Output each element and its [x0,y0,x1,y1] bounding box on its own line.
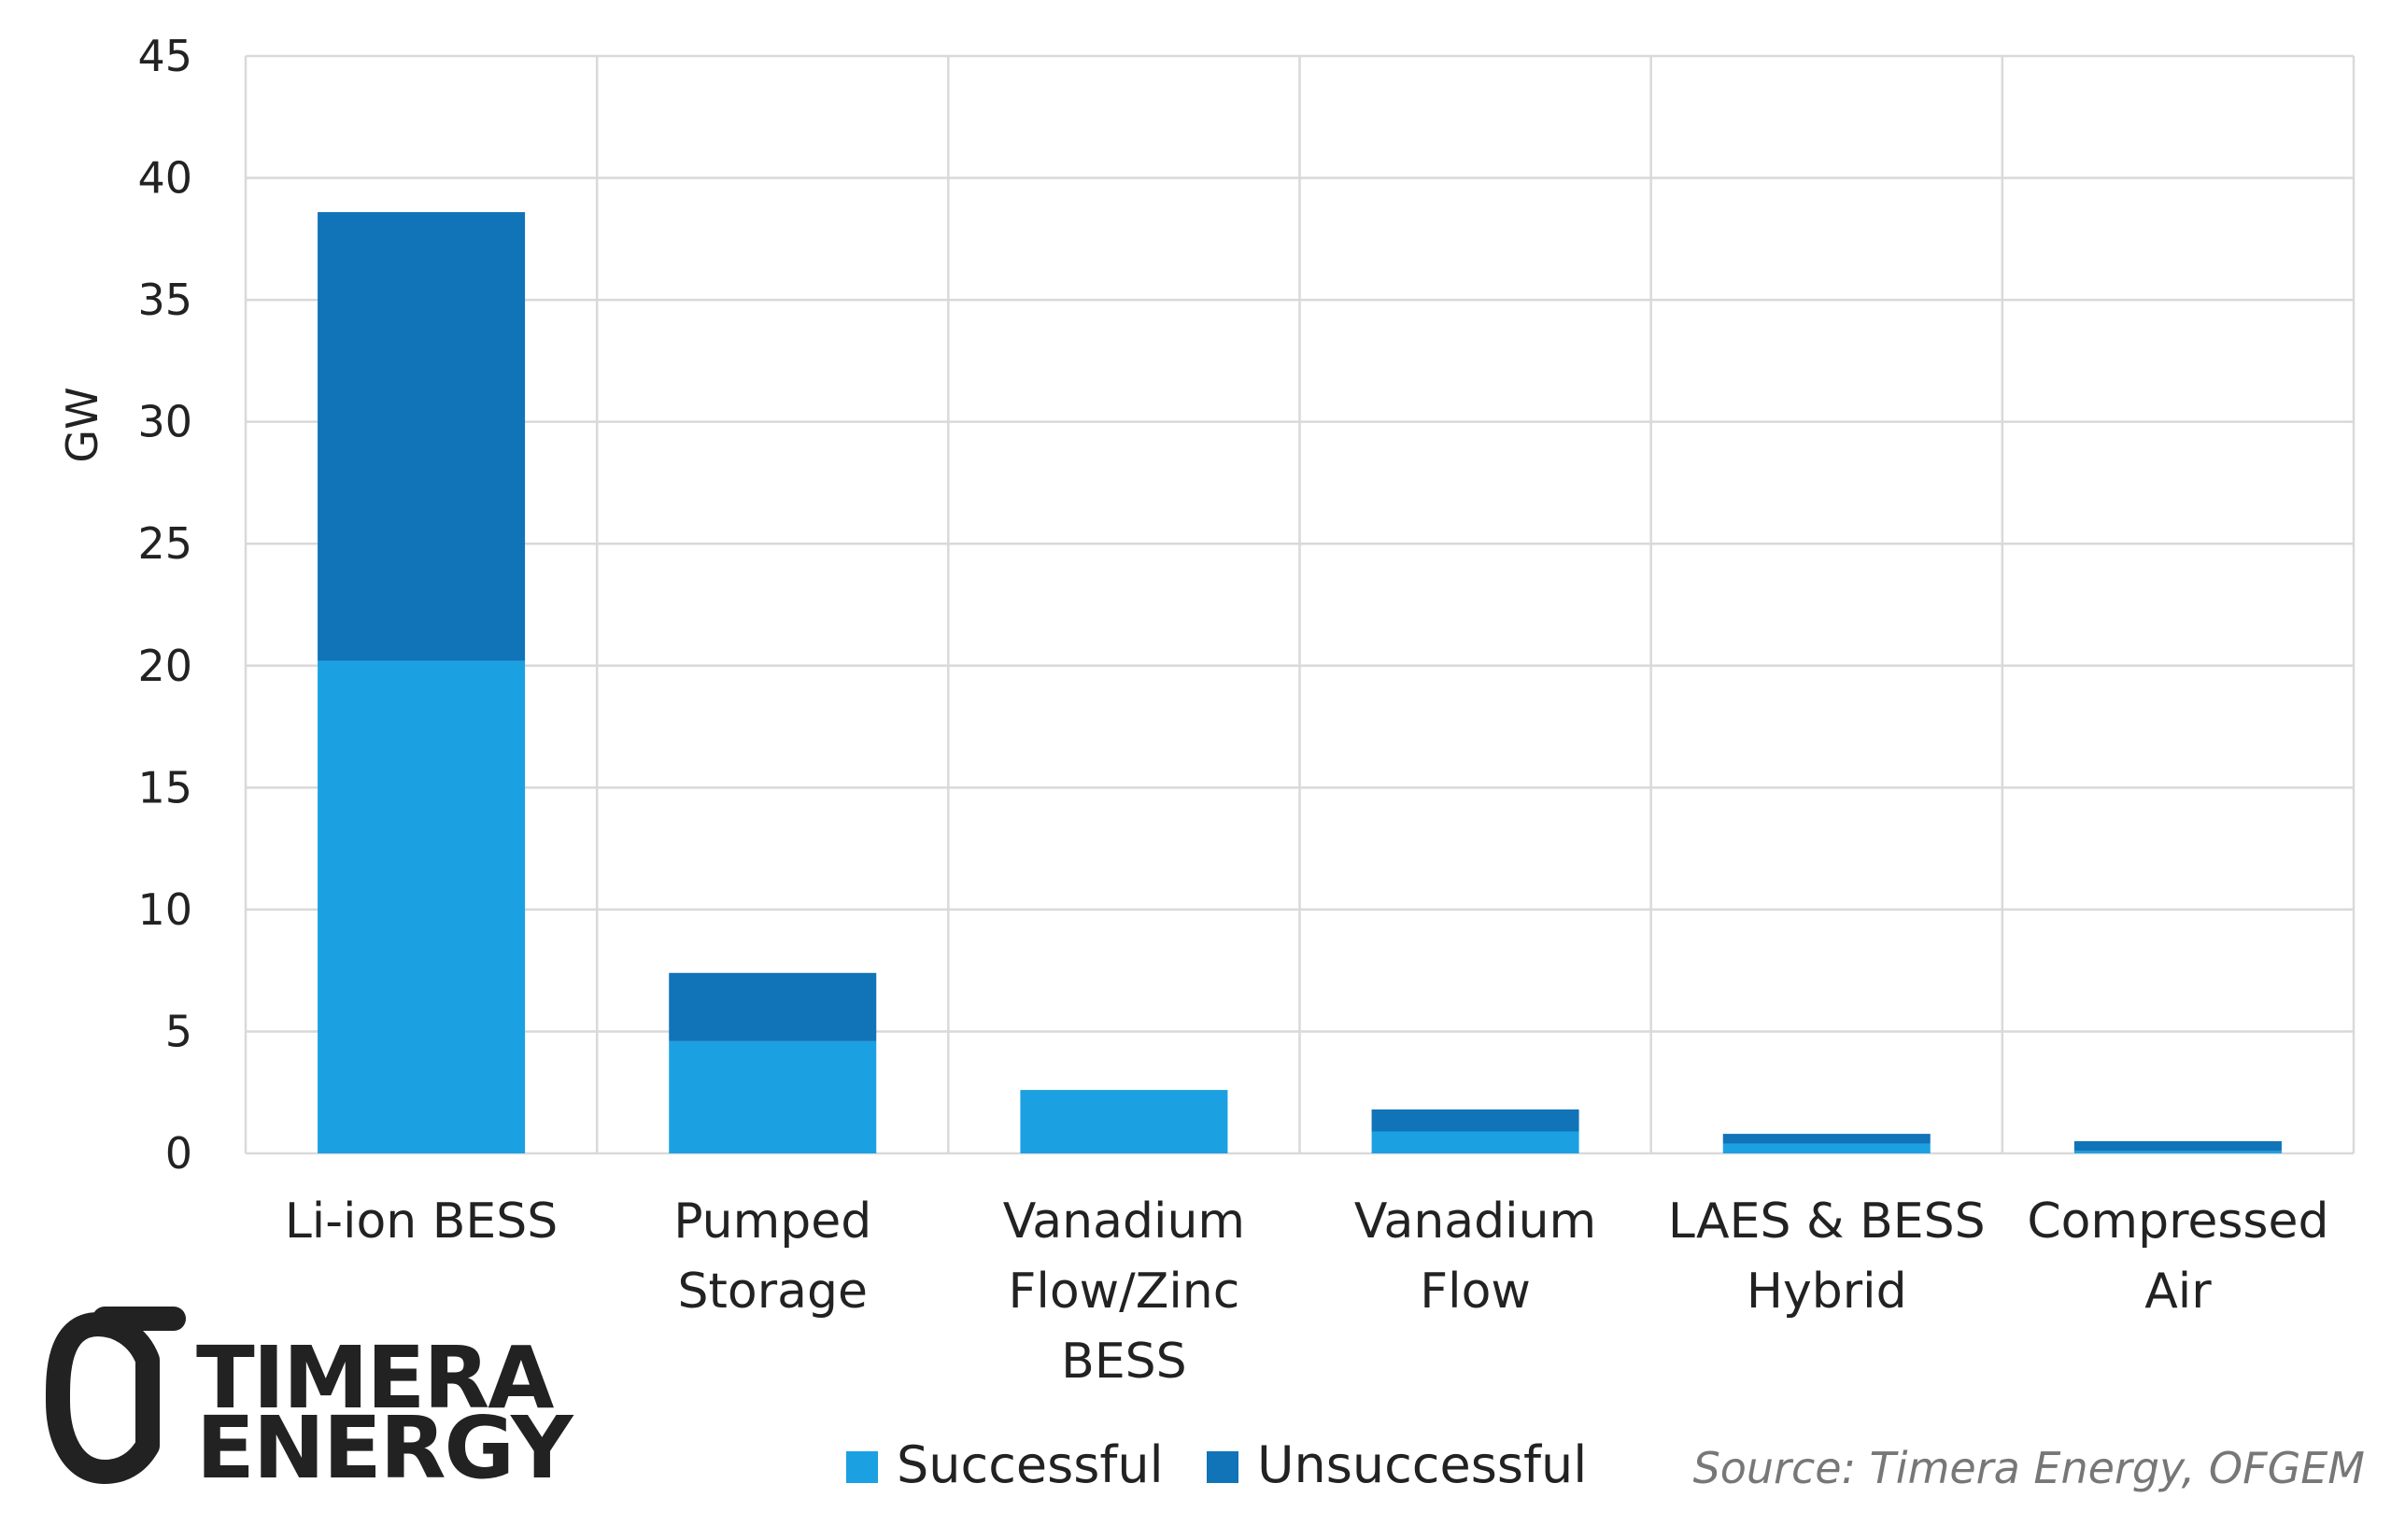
legend-label-unsuccessful: Unsuccessful [1257,1435,1587,1494]
y-tick-label: 10 [137,884,192,935]
bar-successful-4 [1722,1143,1931,1153]
bar-successful-0 [318,660,526,1153]
category-label: Li-ion BESS [285,1194,558,1250]
bar-successful-1 [669,1040,877,1153]
category-label: Vanadium Flow [1354,1194,1596,1320]
y-axis-ticks: 0 5 10 15 20 25 30 35 40 45 [137,31,192,1179]
bar-unsuccessful-3 [1371,1109,1579,1132]
legend-label-successful: Successful [897,1435,1164,1494]
bars [318,212,2282,1153]
legend-swatch-successful [846,1451,878,1483]
bar-unsuccessful-0 [318,212,526,661]
y-tick-label: 20 [137,641,192,691]
source-note: Source: Timera Energy, OFGEM [1693,1443,2365,1493]
category-label: Pumped Storage [673,1194,871,1320]
bar-successful-2 [1020,1090,1228,1153]
bar-unsuccessful-5 [2073,1140,2282,1151]
category-label: Vanadium Flow/Zinc BESS [1003,1194,1245,1390]
logo-text-timera: TIMERA [196,1328,554,1428]
y-tick-label: 0 [165,1128,192,1179]
legend-swatch-unsuccessful [1207,1451,1238,1483]
logo-text-energy: ENERGY [196,1398,574,1498]
bar-successful-5 [2073,1151,2282,1153]
y-tick-label: 40 [137,153,192,204]
logo-mark-icon [45,1312,160,1484]
bar-unsuccessful-4 [1722,1134,1931,1144]
legend: Successful Unsuccessful [846,1435,1587,1494]
timera-logo: TIMERA ENERGY [45,1307,576,1498]
x-axis-categories: Li-ion BESS Pumped Storage Vanadium Flow/Zin… [285,1194,2329,1390]
y-tick-label: 30 [137,397,192,447]
y-tick-label: 35 [137,275,192,325]
bar-successful-3 [1371,1131,1579,1153]
category-label: Compressed Air [2027,1194,2328,1320]
y-tick-label: 45 [137,31,192,81]
y-tick-label: 15 [137,762,192,812]
gridlines [244,54,2356,1155]
bar-unsuccessful-1 [669,972,877,1041]
y-tick-label: 5 [165,1006,192,1056]
y-tick-label: 25 [137,518,192,569]
category-label: LAES & BESS Hybrid [1668,1194,1986,1320]
y-axis-label: GW [57,387,107,462]
